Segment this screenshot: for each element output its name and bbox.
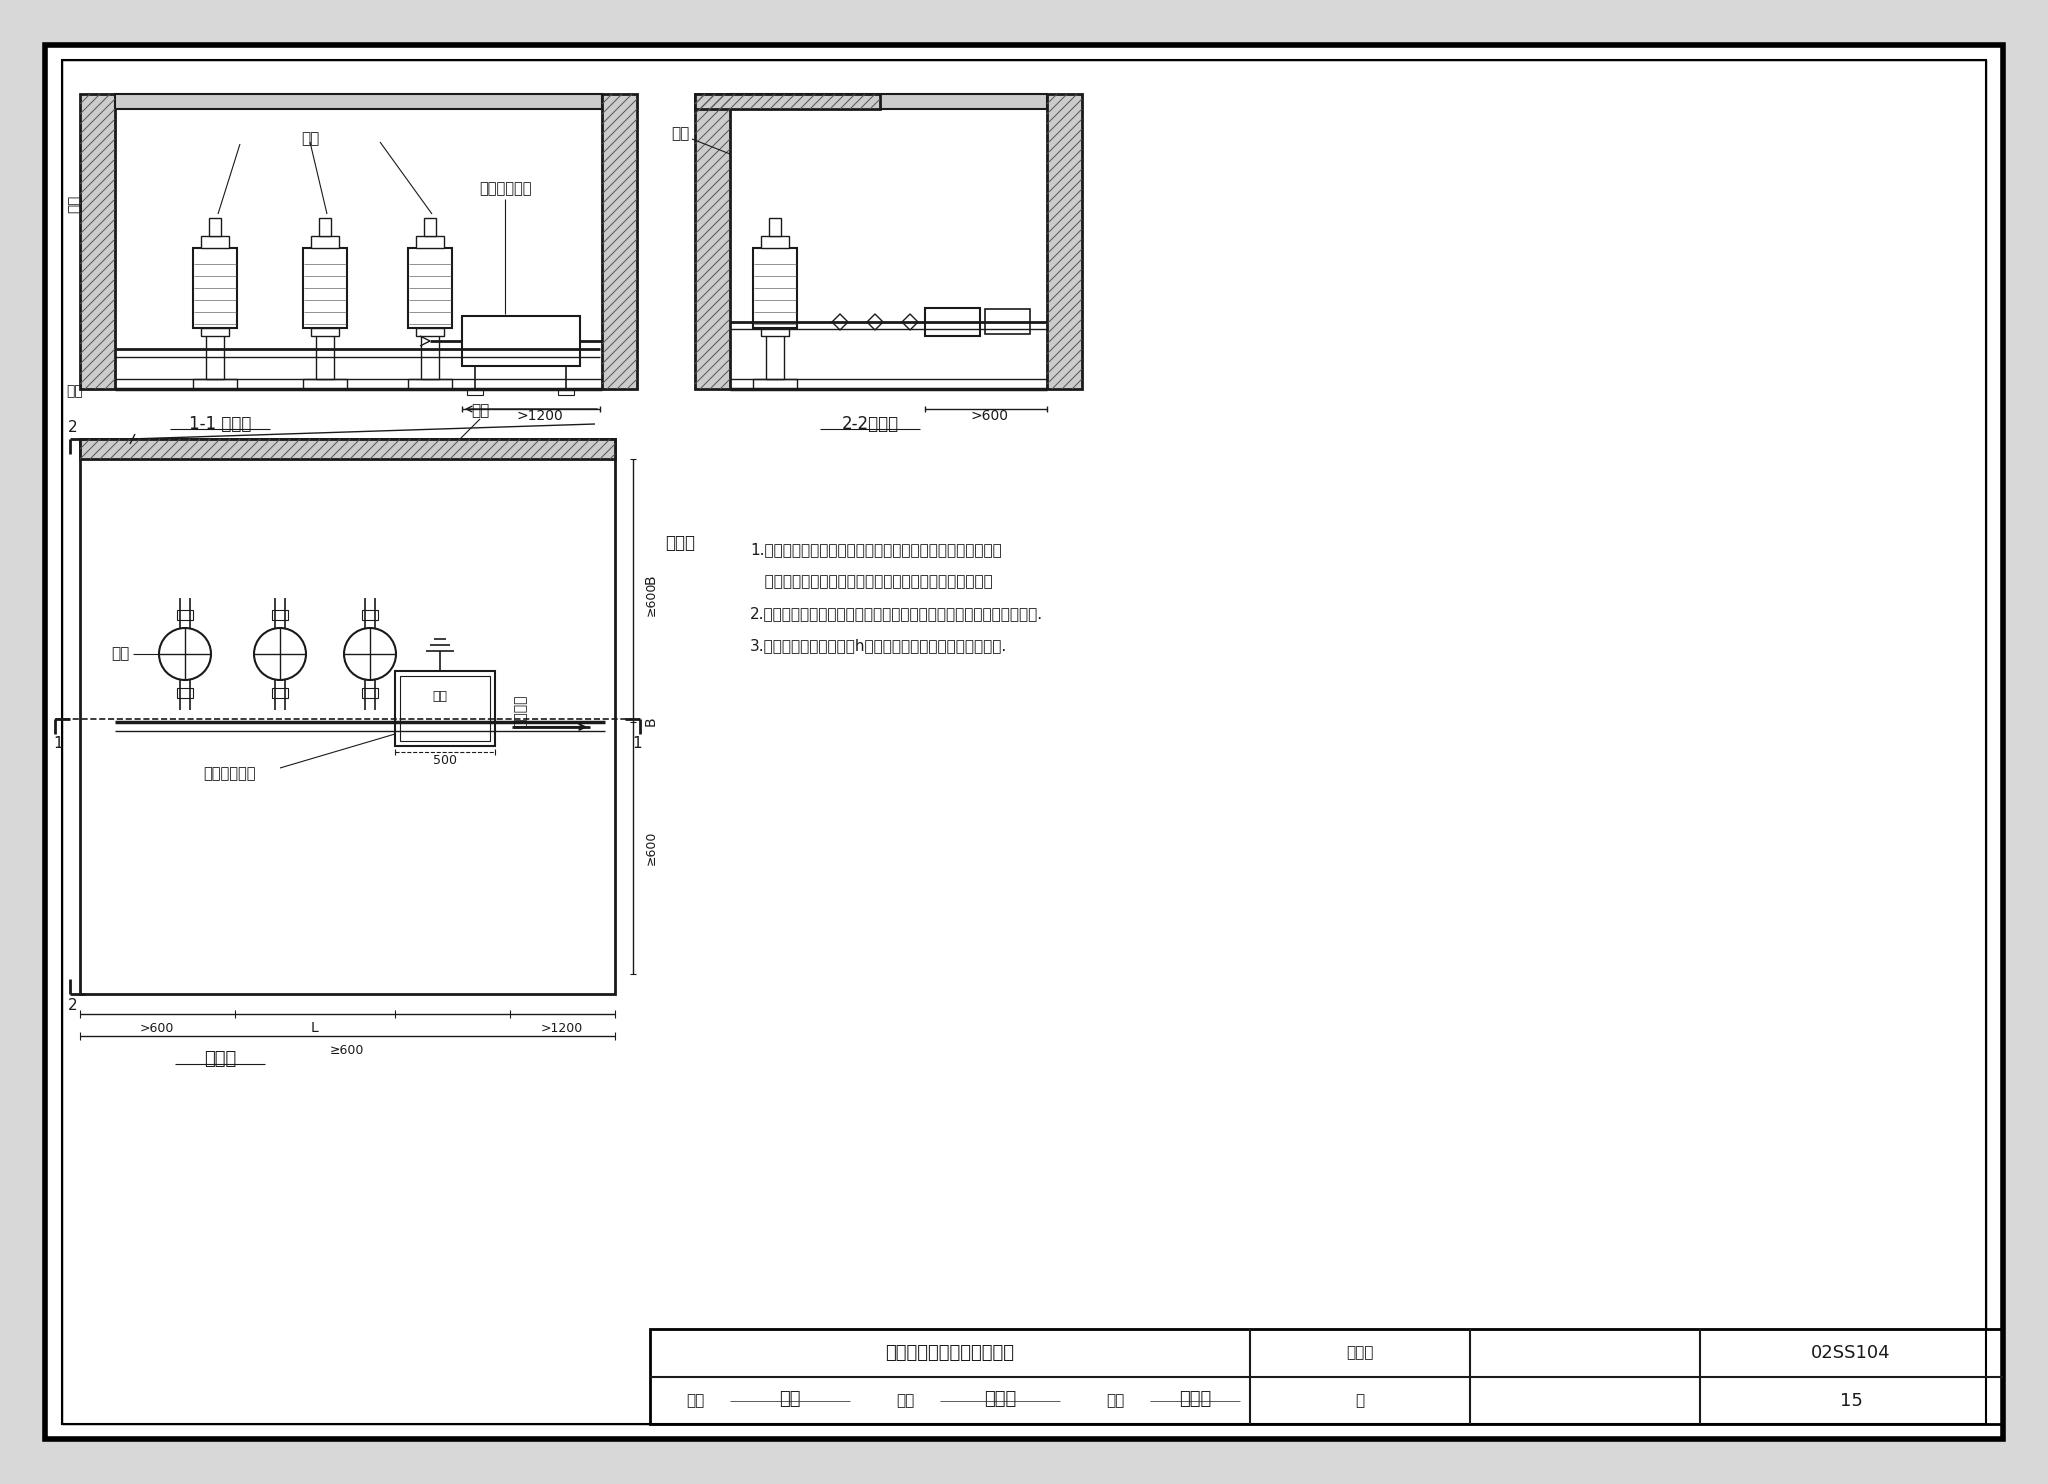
Text: 水池: 水池 [471,404,489,418]
Text: 布纳东: 布纳东 [1180,1391,1210,1408]
Bar [768,218,780,236]
Text: 2-2剖面图: 2-2剖面图 [842,416,899,433]
Text: >1200: >1200 [516,410,563,423]
Bar [115,93,602,108]
Text: 平面图: 平面图 [205,1051,236,1068]
Text: ≥600: ≥600 [645,582,657,616]
Bar [408,378,453,389]
Text: 1: 1 [633,736,641,751]
Bar [694,93,881,108]
Text: 可安装在水泵出水总管上，并在出水管安装缓闭逆止阀。: 可安装在水泵出水总管上，并在出水管安装缓闭逆止阀。 [750,574,993,589]
Text: 图集号: 图集号 [1346,1346,1374,1361]
Text: ≥600: ≥600 [330,1043,365,1057]
Bar [649,1330,2003,1425]
Bar [319,218,332,236]
Text: >600: >600 [139,1021,174,1034]
Bar [207,315,223,378]
Text: 1.二次供水采用水泵从水池吸水向管网供水时，紫外线消毒器: 1.二次供水采用水泵从水池吸水向管网供水时，紫外线消毒器 [750,542,1001,556]
Bar [1047,93,1081,389]
Text: B: B [643,717,657,726]
Bar [362,610,379,620]
Bar [694,93,729,389]
Bar [315,315,334,378]
Bar [395,671,496,746]
Bar [362,689,379,697]
Bar [602,93,637,389]
Text: 紫外线消毒器: 紫外线消毒器 [479,181,530,196]
Text: 审核: 审核 [686,1393,705,1408]
Bar [303,378,346,389]
Text: 汪花: 汪花 [778,1391,801,1408]
Bar [467,389,483,395]
Bar [80,93,115,389]
Bar [311,328,340,335]
Text: 水池: 水池 [672,126,690,141]
Bar [399,677,489,741]
Bar [416,328,444,335]
Text: L: L [311,1021,319,1034]
Text: 孔何俊: 孔何俊 [983,1391,1016,1408]
Text: 2: 2 [68,420,78,435]
Bar [557,389,573,395]
Bar [762,328,788,335]
Text: 紫外线消毒器: 紫外线消毒器 [203,767,256,782]
Text: 水池: 水池 [68,194,82,214]
Bar [729,93,1047,108]
Text: 页: 页 [1356,1393,1364,1408]
Text: 02SS104: 02SS104 [1810,1345,1890,1362]
Text: 1-1 剖面图: 1-1 剖面图 [188,416,252,433]
Text: 紫外线消毒器安装图（三）: 紫外线消毒器安装图（三） [885,1345,1014,1362]
Text: ≥600: ≥600 [645,831,657,865]
Bar [762,236,788,248]
Text: 500: 500 [432,754,457,767]
Bar [209,218,221,236]
Text: 送至用户: 送至用户 [512,695,526,727]
Bar [272,610,289,620]
Text: 3.紫外线消毒器安装高度h由设计选用人员根据设备情况自定.: 3.紫外线消毒器安装高度h由设计选用人员根据设备情况自定. [750,638,1008,653]
Bar [80,439,614,994]
Bar [272,689,289,697]
Bar [80,439,614,459]
Bar [424,218,436,236]
Text: 校对: 校对 [895,1393,913,1408]
Text: 地磁: 地磁 [432,690,449,702]
Bar [926,309,981,335]
Bar [176,610,193,620]
Bar [754,378,797,389]
Bar [201,328,229,335]
Text: 说明：: 说明： [666,534,694,552]
Bar [422,315,438,378]
Text: 水泵: 水泵 [301,132,319,147]
Bar [201,236,229,248]
Text: >600: >600 [971,410,1010,423]
Bar [754,248,797,328]
Text: 2: 2 [68,999,78,1014]
Text: >1200: >1200 [541,1021,584,1034]
Text: 2.本图为侧向式紫外线消毒器的安装图，也可使用上向式紫外线消毒器.: 2.本图为侧向式紫外线消毒器的安装图，也可使用上向式紫外线消毒器. [750,605,1042,620]
Bar [985,309,1030,334]
Bar [408,248,453,328]
Bar [176,689,193,697]
Text: 15: 15 [1839,1392,1862,1410]
Text: 水泵: 水泵 [113,647,129,662]
Text: B: B [643,574,657,583]
Bar [193,248,238,328]
Bar [311,236,340,248]
Bar [193,378,238,389]
Text: 设计: 设计 [1106,1393,1124,1408]
Bar [766,315,784,378]
Text: 地面: 地面 [68,384,84,398]
Bar [416,236,444,248]
Bar [463,316,580,367]
Text: 1: 1 [53,736,63,751]
Bar [303,248,346,328]
